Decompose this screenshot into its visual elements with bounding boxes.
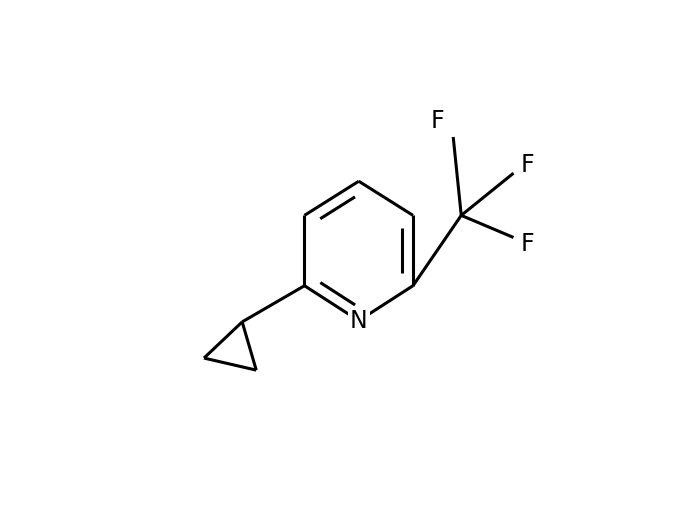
Text: F: F <box>430 109 444 133</box>
Text: N: N <box>350 309 368 333</box>
Text: F: F <box>521 232 534 256</box>
Text: F: F <box>521 153 534 177</box>
